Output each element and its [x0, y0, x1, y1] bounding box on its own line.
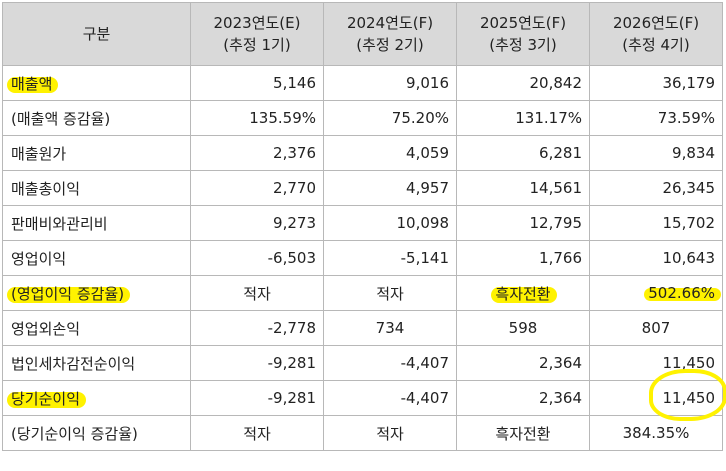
cell-value: -4,407 [323, 380, 457, 416]
cell-value: 73.59% [589, 100, 723, 136]
cell-value: 11,450 [589, 369, 726, 421]
header-year: 2025연도(F) [479, 14, 567, 32]
cell-value: 15,702 [589, 205, 723, 241]
cell-value: 5,146 [190, 65, 324, 101]
table-body: 매출액 5,146 9,016 20,842 36,179 (매출액 증감율) … [2, 65, 726, 451]
cell-value: -9,281 [190, 345, 324, 381]
row-label: 당기순이익 [2, 380, 191, 416]
row-sga: 판매비와관리비 9,273 10,098 12,795 15,702 [2, 205, 723, 241]
cell-value: 2,364 [456, 345, 590, 381]
header-year: 2024연도(F) [346, 14, 434, 32]
cell-value: 2,364 [456, 380, 590, 416]
row-gross-profit: 매출총이익 2,770 4,957 14,561 26,345 [2, 170, 723, 206]
cell-value: 9,273 [190, 205, 324, 241]
cell-value: -6,503 [190, 240, 324, 276]
cell-value: 131.17% [456, 100, 590, 136]
row-revenue: 매출액 5,146 9,016 20,842 36,179 [2, 65, 723, 101]
financial-projection-table: 구분 2023연도(E) (추정 1기) 2024연도(F) (추정 2기) 202… [2, 2, 726, 451]
header-2026: 2026연도(F) (추정 4기) [589, 2, 723, 66]
cell-value: 흑자전환 [456, 415, 590, 451]
cell-value: -9,281 [190, 380, 324, 416]
cell-value: 1,766 [456, 240, 590, 276]
cell-value: 384.35% [589, 415, 723, 451]
cell-value: 적자 [323, 275, 457, 311]
cell-value: 135.59% [190, 100, 324, 136]
row-label: 매출액 [2, 65, 191, 101]
row-cost-of-sales: 매출원가 2,376 4,059 6,281 9,834 [2, 135, 723, 171]
circled-value: 11,450 [648, 369, 726, 421]
highlighted-label: 매출액 [6, 74, 59, 93]
row-operating-income-growth: (영업이익 증감율) 적자 적자 흑자전환 502.66% [2, 275, 723, 311]
cell-value: -5,141 [323, 240, 457, 276]
cell-value: 4,957 [323, 170, 457, 206]
cell-value: -4,407 [323, 345, 457, 381]
cell-value: 9,834 [589, 135, 723, 171]
cell-value: 807 [589, 310, 723, 346]
cell-value: 6,281 [456, 135, 590, 171]
header-year: 2023연도(E) [213, 14, 301, 32]
cell-value: 734 [323, 310, 457, 346]
cell-value: 10,643 [589, 240, 723, 276]
cell-value: 2,376 [190, 135, 324, 171]
cell-value: 20,842 [456, 65, 590, 101]
cell-value: 14,561 [456, 170, 590, 206]
highlighted-label: (영업이익 증감율) [6, 284, 131, 303]
row-label: 판매비와관리비 [2, 205, 191, 241]
header-row: 구분 2023연도(E) (추정 1기) 2024연도(F) (추정 2기) 202… [2, 2, 723, 66]
cell-value: 흑자전환 [456, 275, 590, 311]
cell-value: 9,016 [323, 65, 457, 101]
table-header: 구분 2023연도(E) (추정 1기) 2024연도(F) (추정 2기) 202… [2, 2, 723, 66]
row-label: 매출총이익 [2, 170, 191, 206]
highlighted-value: 502.66% [644, 284, 721, 302]
row-non-operating: 영업외손익 -2,778 734 598 807 [2, 310, 723, 346]
header-2023: 2023연도(E) (추정 1기) [190, 2, 324, 66]
header-year: 2026연도(F) [612, 14, 700, 32]
row-revenue-growth: (매출액 증감율) 135.59% 75.20% 131.17% 73.59% [2, 100, 723, 136]
cell-value: 502.66% [589, 275, 723, 311]
cell-value: -2,778 [190, 310, 324, 346]
row-operating-income: 영업이익 -6,503 -5,141 1,766 10,643 [2, 240, 723, 276]
highlighted-value: 흑자전환 [491, 284, 557, 303]
header-period: (추정 1기) [223, 36, 291, 54]
highlighted-label: 당기순이익 [6, 389, 87, 408]
row-net-income: 당기순이익 -9,281 -4,407 2,364 11,450 [2, 369, 726, 421]
row-label: (영업이익 증감율) [2, 275, 191, 311]
header-category: 구분 [2, 2, 191, 66]
cell-value: 4,059 [323, 135, 457, 171]
row-label: 영업외손익 [2, 310, 191, 346]
header-period: (추정 2기) [356, 36, 424, 54]
row-pretax-income: 법인세차감전순이익 -9,281 -4,407 2,364 11,450 [2, 345, 723, 381]
row-net-income-growth: (당기순이익 증감율) 적자 적자 흑자전환 384.35% [2, 415, 723, 451]
header-period: (추정 3기) [489, 36, 557, 54]
row-label: 영업이익 [2, 240, 191, 276]
cell-value: 36,179 [589, 65, 723, 101]
cell-value: 75.20% [323, 100, 457, 136]
cell-value: 12,795 [456, 205, 590, 241]
row-label: 매출원가 [2, 135, 191, 171]
header-period: (추정 4기) [622, 36, 690, 54]
cell-value: 적자 [190, 275, 324, 311]
row-label: (매출액 증감율) [2, 100, 191, 136]
cell-value: 598 [456, 310, 590, 346]
cell-value: 적자 [323, 415, 457, 451]
cell-value: 2,770 [190, 170, 324, 206]
cell-value: 26,345 [589, 170, 723, 206]
cell-value: 10,098 [323, 205, 457, 241]
header-2025: 2025연도(F) (추정 3기) [456, 2, 590, 66]
header-2024: 2024연도(F) (추정 2기) [323, 2, 457, 66]
row-label: (당기순이익 증감율) [2, 415, 191, 451]
row-label: 법인세차감전순이익 [2, 345, 191, 381]
cell-value: 적자 [190, 415, 324, 451]
